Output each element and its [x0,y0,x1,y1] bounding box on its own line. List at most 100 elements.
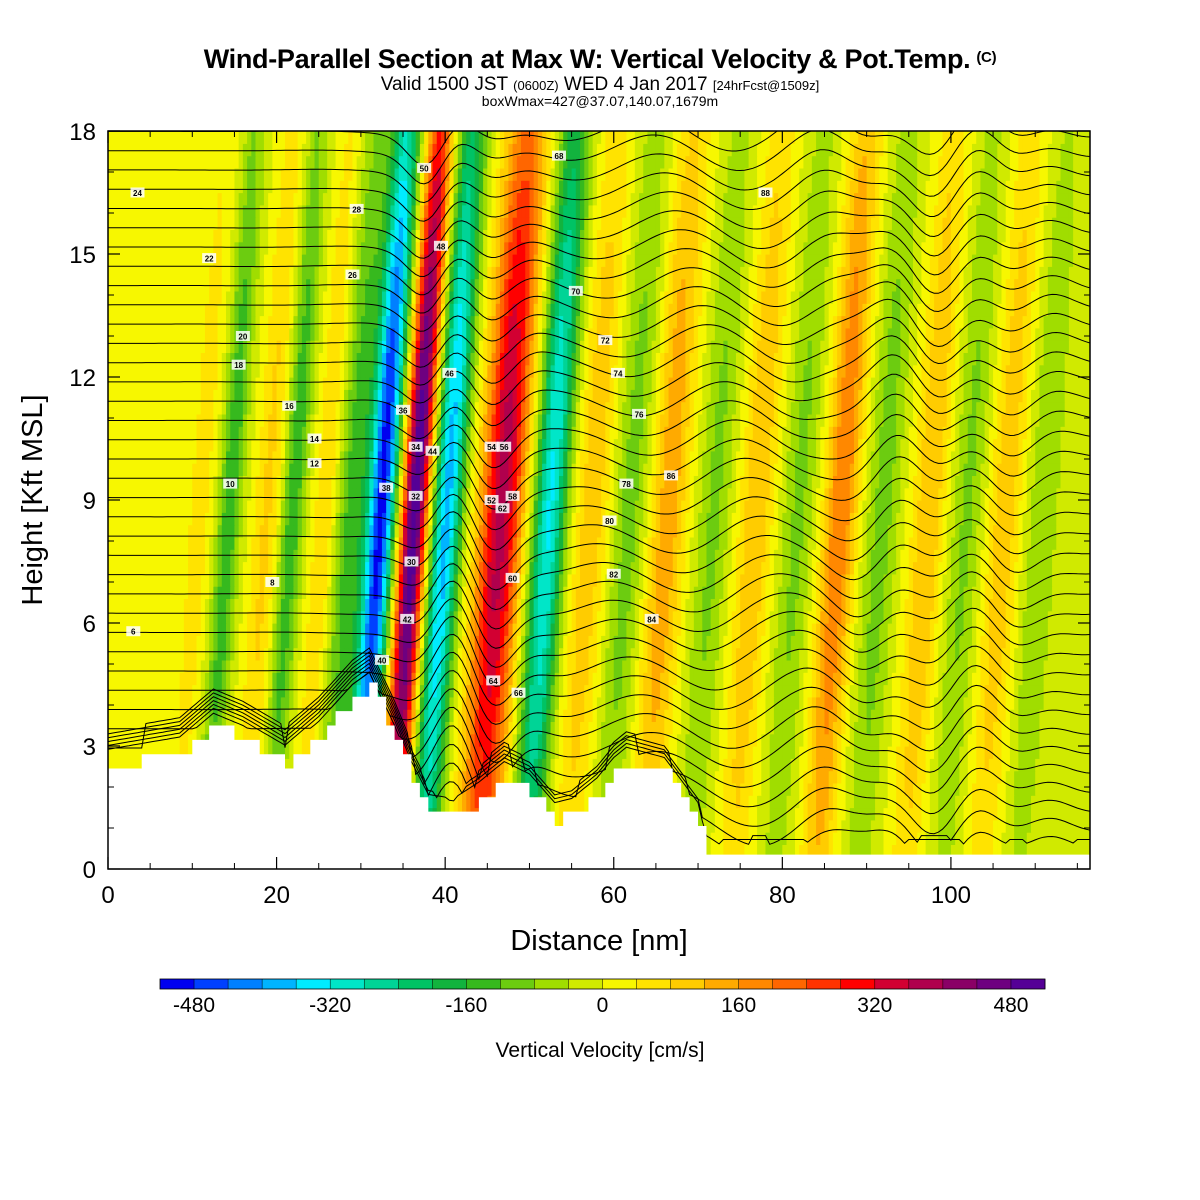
w-cell [811,758,817,772]
w-cell [457,684,463,698]
w-cell [474,746,480,759]
w-cell [828,721,834,735]
w-cell [807,684,813,698]
w-cell [297,746,303,759]
w-cell [1085,733,1090,747]
w-cell [335,598,341,612]
w-cell [799,807,804,821]
w-cell [508,598,514,612]
w-cell [997,758,1003,772]
w-cell [1077,770,1083,784]
w-cell [664,610,670,624]
w-cell [268,672,273,686]
w-cell [474,721,480,735]
w-cell [676,623,682,636]
w-cell [116,672,122,686]
w-cell [693,610,699,624]
w-cell [782,795,788,809]
w-cell [719,635,724,649]
w-cell [1056,635,1062,649]
w-cell [1031,610,1036,624]
w-cell [706,635,712,649]
w-cell [596,758,602,772]
w-cell [778,746,783,759]
w-cell [664,684,670,698]
w-cell [116,684,122,698]
w-cell [478,659,484,673]
w-cell [1022,721,1028,735]
w-cell [554,635,560,649]
w-cell [811,659,817,673]
w-cell [997,844,1003,858]
w-cell [908,709,914,722]
w-cell [171,696,177,710]
w-cell [752,696,758,710]
w-cell [381,623,387,636]
w-cell [141,610,147,624]
w-cell [1085,758,1090,772]
w-cell [858,782,864,796]
w-cell [765,709,771,722]
w-cell [108,659,113,673]
w-cell [247,647,252,661]
w-cell [158,746,164,759]
w-cell [445,795,450,809]
w-cell [727,623,733,636]
w-cell [495,647,501,661]
w-cell [403,598,408,612]
w-cell [331,623,337,636]
w-cell [141,635,147,649]
w-cell [858,623,864,636]
w-cell [605,635,611,649]
w-cell [778,623,783,636]
w-cell [870,647,876,661]
w-cell [175,696,181,710]
w-cell [508,709,514,722]
w-cell [1035,647,1041,661]
w-cell [280,696,286,710]
w-cell [390,647,396,661]
w-cell [415,696,421,710]
w-cell [251,684,257,698]
w-cell [740,672,745,686]
w-cell [584,696,590,710]
w-cell [390,610,396,624]
w-cell [516,598,522,612]
w-cell [377,635,383,649]
w-cell [761,819,767,833]
w-cell [546,684,552,698]
w-cell [879,647,885,661]
w-cell [1001,844,1007,858]
w-cell [285,672,290,686]
w-cell [955,623,960,636]
w-cell [870,610,876,624]
w-cell [204,684,210,698]
w-cell [706,623,712,636]
w-cell [145,598,151,612]
w-cell [1085,795,1090,809]
w-cell [1043,770,1049,784]
w-cell [129,746,134,759]
w-cell [723,647,729,661]
w-cell [997,684,1003,698]
w-cell [432,782,438,796]
w-cell [934,696,939,710]
w-cell [554,770,560,784]
w-cell [858,672,864,686]
w-cell [757,807,762,821]
w-cell [533,709,539,722]
w-cell [112,684,118,698]
w-cell [352,610,358,624]
w-cell [1047,672,1053,686]
w-cell [158,635,164,649]
w-cell [609,758,615,772]
w-cell [588,758,594,772]
w-cell [896,782,901,796]
w-cell [929,696,935,710]
w-cell [807,782,813,796]
w-cell [609,672,615,686]
w-cell [955,795,960,809]
w-cell [967,635,973,649]
w-cell [588,696,594,710]
w-cell [436,647,442,661]
